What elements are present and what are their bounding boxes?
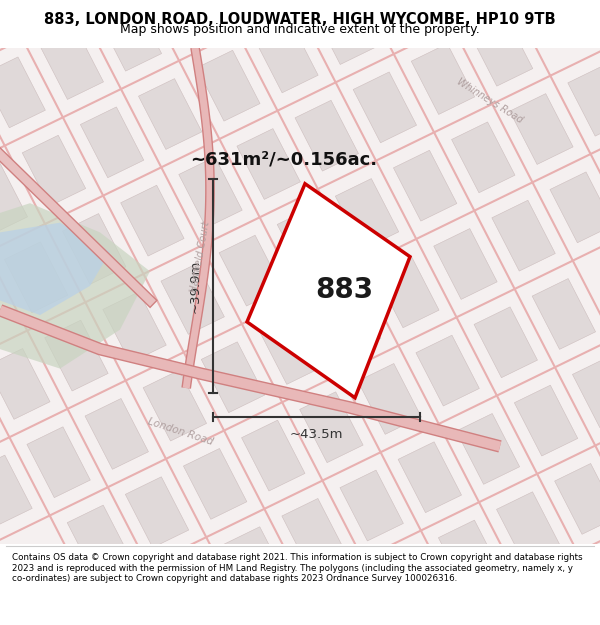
Polygon shape xyxy=(568,65,600,136)
Polygon shape xyxy=(353,72,416,142)
Polygon shape xyxy=(376,257,439,328)
Polygon shape xyxy=(179,157,242,228)
Polygon shape xyxy=(0,349,50,419)
Polygon shape xyxy=(4,242,68,312)
Polygon shape xyxy=(572,357,600,428)
Polygon shape xyxy=(492,200,555,271)
Polygon shape xyxy=(469,16,533,86)
Polygon shape xyxy=(340,470,403,541)
Polygon shape xyxy=(434,229,497,299)
Polygon shape xyxy=(22,135,86,206)
Polygon shape xyxy=(40,29,103,99)
Polygon shape xyxy=(439,520,502,591)
Polygon shape xyxy=(295,100,358,171)
Polygon shape xyxy=(416,335,479,406)
Polygon shape xyxy=(219,235,283,306)
Polygon shape xyxy=(452,122,515,192)
Text: Whinneys Road: Whinneys Road xyxy=(455,77,525,126)
Polygon shape xyxy=(0,57,46,128)
Polygon shape xyxy=(139,79,202,149)
Polygon shape xyxy=(394,150,457,221)
Polygon shape xyxy=(0,455,32,526)
Polygon shape xyxy=(550,172,600,242)
Text: 883, LONDON ROAD, LOUDWATER, HIGH WYCOMBE, HP10 9TB: 883, LONDON ROAD, LOUDWATER, HIGH WYCOMB… xyxy=(44,12,556,27)
Polygon shape xyxy=(259,314,323,384)
Polygon shape xyxy=(27,427,91,498)
Polygon shape xyxy=(62,214,126,284)
Polygon shape xyxy=(161,264,224,334)
Text: ~43.5m: ~43.5m xyxy=(290,428,343,441)
Polygon shape xyxy=(277,207,341,278)
Polygon shape xyxy=(125,477,189,548)
Polygon shape xyxy=(456,414,520,484)
Text: ~39.9m: ~39.9m xyxy=(188,259,202,312)
Polygon shape xyxy=(0,222,110,315)
Polygon shape xyxy=(335,179,399,249)
Polygon shape xyxy=(0,203,150,369)
Polygon shape xyxy=(80,107,144,178)
Polygon shape xyxy=(224,527,287,598)
Polygon shape xyxy=(509,94,573,164)
Polygon shape xyxy=(313,0,376,64)
Polygon shape xyxy=(103,292,166,362)
Text: ~631m²/~0.156ac.: ~631m²/~0.156ac. xyxy=(190,151,377,168)
Polygon shape xyxy=(532,279,596,349)
Text: Map shows position and indicative extent of the property.: Map shows position and indicative extent… xyxy=(120,22,480,36)
Polygon shape xyxy=(143,370,206,441)
Polygon shape xyxy=(98,1,161,71)
Polygon shape xyxy=(299,392,363,462)
Text: London Road: London Road xyxy=(146,416,214,447)
Polygon shape xyxy=(554,464,600,534)
Polygon shape xyxy=(358,364,421,434)
Polygon shape xyxy=(121,185,184,256)
Text: Hartfield Court: Hartfield Court xyxy=(189,220,211,293)
Polygon shape xyxy=(247,184,410,398)
Polygon shape xyxy=(255,22,318,92)
Polygon shape xyxy=(201,342,265,412)
Polygon shape xyxy=(85,399,148,469)
Polygon shape xyxy=(411,44,475,114)
Polygon shape xyxy=(282,499,345,569)
Polygon shape xyxy=(317,285,381,356)
Polygon shape xyxy=(184,449,247,519)
Text: 883: 883 xyxy=(315,276,373,304)
Polygon shape xyxy=(514,385,578,456)
Polygon shape xyxy=(0,164,28,234)
Text: Contains OS data © Crown copyright and database right 2021. This information is : Contains OS data © Crown copyright and d… xyxy=(12,554,583,583)
Polygon shape xyxy=(497,492,560,562)
Polygon shape xyxy=(242,420,305,491)
Polygon shape xyxy=(474,307,538,378)
Polygon shape xyxy=(67,505,131,576)
Polygon shape xyxy=(45,320,108,391)
Polygon shape xyxy=(197,50,260,121)
Polygon shape xyxy=(237,129,301,199)
Polygon shape xyxy=(398,442,461,512)
